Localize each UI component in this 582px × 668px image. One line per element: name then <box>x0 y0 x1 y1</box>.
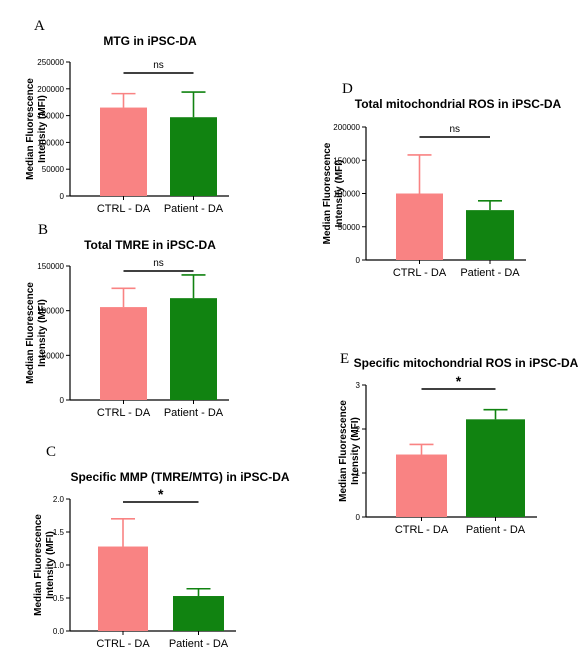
y-tick-label: 50000 <box>42 165 65 174</box>
y-tick-label: 200000 <box>37 85 64 94</box>
panel-e: E Specific mitochondrial ROS in iPSC-DA Me… <box>338 351 579 536</box>
y-tick-label: 0 <box>356 256 361 265</box>
significance-label: ns <box>153 60 164 71</box>
y-axis-label: Median FluorescenceIntensity (MFI) <box>322 142 345 244</box>
bar-ctrl <box>100 107 147 196</box>
y-tick-label: 50000 <box>42 351 65 360</box>
y-tick-label: 0 <box>356 513 361 522</box>
chart-title: Total TMRE in iPSC-DA <box>84 238 216 252</box>
chart-title: Specific mitochondrial ROS in iPSC-DA <box>354 356 579 370</box>
x-tick-label: Patient - DA <box>164 407 224 419</box>
x-tick-label: Patient - DA <box>466 524 526 536</box>
chart-title: Specific MMP (TMRE/MTG) in iPSC-DA <box>70 470 289 484</box>
x-tick-label: CTRL - DA <box>97 203 151 215</box>
y-axis-label: Median FluorescenceIntensity (MFI) <box>338 400 361 502</box>
x-tick-label: Patient - DA <box>169 638 229 650</box>
y-tick-label: 150000 <box>37 262 64 271</box>
bar-ctrl <box>98 546 148 631</box>
y-tick-label: 250000 <box>37 58 64 67</box>
panel-c: C Specific MMP (TMRE/MTG) in iPSC-DA Media… <box>33 444 290 650</box>
panel-letter: A <box>34 18 45 34</box>
bar-patient <box>170 117 217 196</box>
significance-label: * <box>456 373 462 389</box>
panel-letter: C <box>46 444 56 460</box>
panel-b: B Total TMRE in iPSC-DA Median Fluorescenc… <box>25 222 229 419</box>
x-tick-label: Patient - DA <box>164 203 224 215</box>
y-tick-label: 0.5 <box>53 594 65 603</box>
x-tick-label: CTRL - DA <box>96 638 150 650</box>
x-tick-label: CTRL - DA <box>97 407 151 419</box>
y-tick-label: 0 <box>60 192 65 201</box>
y-tick-label: 1.0 <box>53 561 65 570</box>
y-tick-label: 200000 <box>333 123 360 132</box>
bar-ctrl <box>396 193 443 260</box>
chart-title: Total mitochondrial ROS in iPSC-DA <box>355 97 562 111</box>
panel-letter: D <box>342 81 353 97</box>
significance-label: ns <box>153 258 164 269</box>
y-tick-label: 2.0 <box>53 495 65 504</box>
y-tick-label: 0 <box>60 396 65 405</box>
bar-patient <box>173 596 224 631</box>
y-tick-label: 2 <box>356 425 361 434</box>
significance-label: * <box>158 486 164 502</box>
y-tick-label: 100000 <box>37 138 64 147</box>
bar-patient <box>466 419 525 517</box>
bar-patient <box>170 298 217 400</box>
panel-letter: E <box>340 351 349 367</box>
y-tick-label: 1.5 <box>53 528 65 537</box>
y-tick-label: 100000 <box>37 307 64 316</box>
bar-ctrl <box>100 307 147 400</box>
y-tick-label: 150000 <box>37 112 64 121</box>
y-tick-label: 1 <box>356 469 361 478</box>
y-axis-label: Median FluorescenceIntensity (MFI) <box>25 78 48 180</box>
y-tick-label: 0.0 <box>53 627 65 636</box>
y-tick-label: 3 <box>356 381 361 390</box>
y-axis-label: Median FluorescenceIntensity (MFI) <box>33 514 56 616</box>
significance-label: ns <box>449 124 460 135</box>
x-tick-label: CTRL - DA <box>395 524 449 536</box>
y-tick-label: 100000 <box>333 190 360 199</box>
panel-a: A MTG in iPSC-DA Median FluorescenceIntens… <box>25 18 229 215</box>
chart-title: MTG in iPSC-DA <box>103 34 197 48</box>
y-axis-label: Median FluorescenceIntensity (MFI) <box>25 282 48 384</box>
y-tick-label: 50000 <box>338 223 361 232</box>
x-tick-label: Patient - DA <box>460 267 520 279</box>
panel-letter: B <box>38 222 48 238</box>
bar-patient <box>466 210 514 260</box>
bar-ctrl <box>396 454 447 517</box>
y-tick-label: 150000 <box>333 156 360 165</box>
x-tick-label: CTRL - DA <box>393 267 447 279</box>
